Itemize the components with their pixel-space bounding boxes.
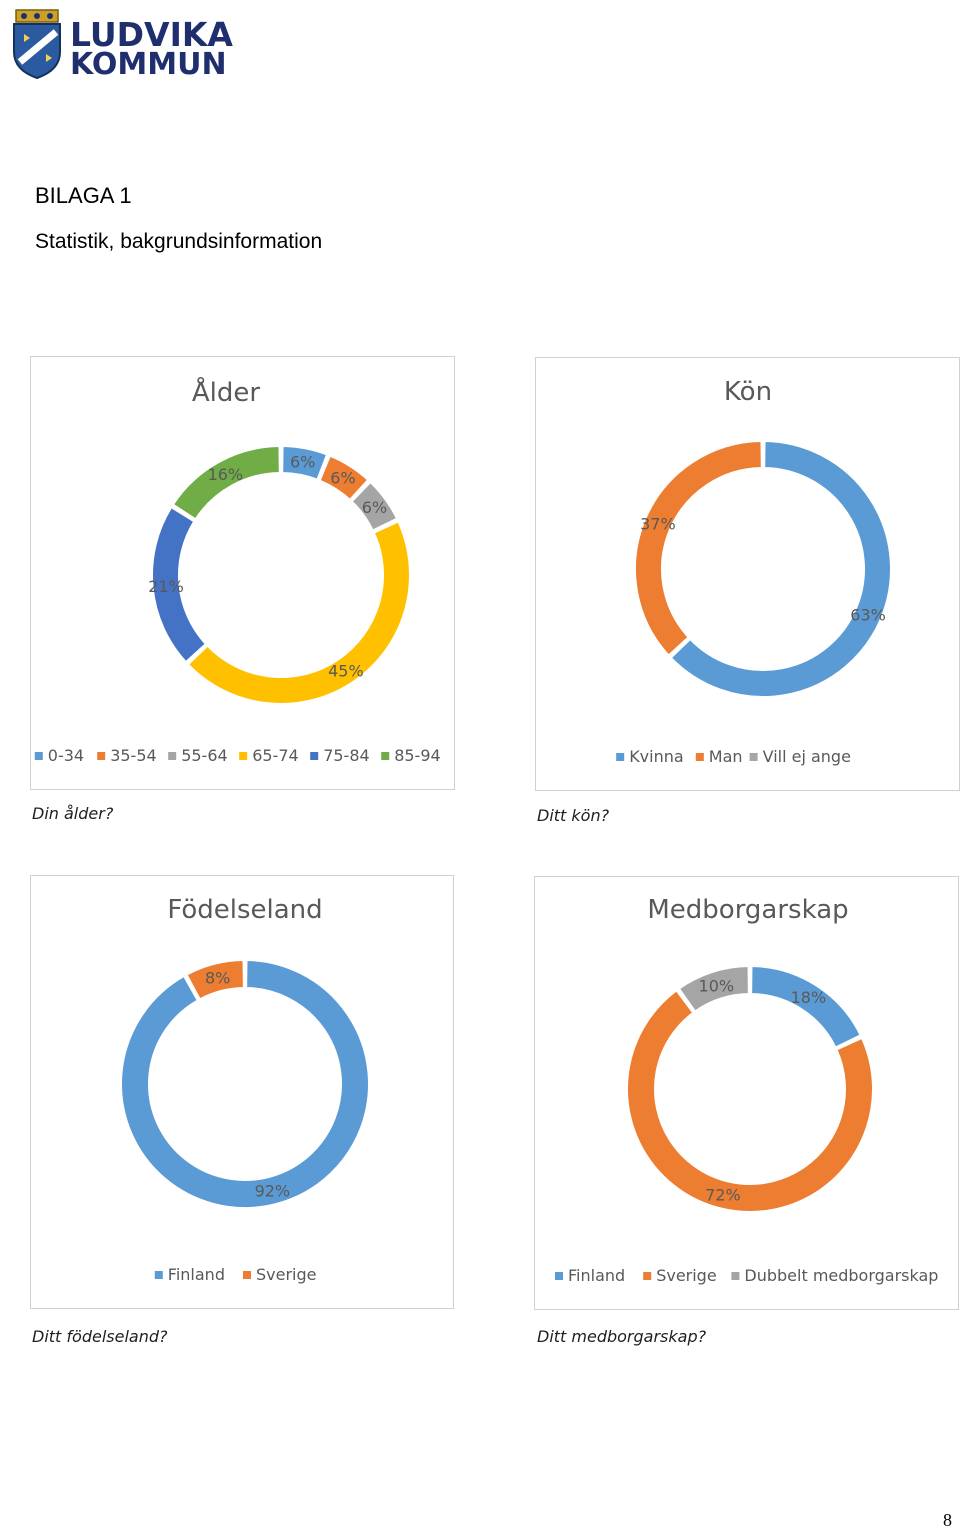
legend-swatch-dubbelt-medborgarskap bbox=[731, 1272, 740, 1280]
slice-75-84 bbox=[151, 505, 208, 664]
caption-fodelseland: Ditt födelseland? bbox=[32, 1327, 168, 1346]
chart-kon-svg: Kön 63% 37% Kvinna Man Vill ej ange bbox=[616, 377, 892, 766]
caption-alder: Din ålder? bbox=[32, 804, 114, 823]
slice-35-54 bbox=[318, 454, 370, 502]
chart-kon: Kön 63% 37% Kvinna Man Vill ej ange bbox=[535, 357, 960, 791]
data-label-35-54: 6% bbox=[330, 468, 355, 487]
legend-swatch-kvinna bbox=[616, 753, 625, 761]
data-label-85-94: 16% bbox=[208, 465, 244, 484]
legend-swatch-75-84 bbox=[310, 752, 319, 760]
slice-55-64 bbox=[350, 480, 399, 532]
data-label-man: 37% bbox=[640, 515, 676, 534]
legend-swatch-sverige bbox=[243, 1271, 251, 1279]
data-label-sverige: 8% bbox=[205, 968, 230, 987]
legend-label-75-84: 75-84 bbox=[323, 746, 370, 765]
data-label-65-74: 45% bbox=[328, 662, 364, 681]
slice-finland bbox=[120, 958, 370, 1209]
coat-of-arms-icon bbox=[13, 9, 61, 80]
page-subheading: Statistik, bakgrundsinformation bbox=[35, 230, 323, 253]
caption-kon: Ditt kön? bbox=[537, 806, 610, 825]
logo-text-line1: LUDVIKA bbox=[70, 15, 233, 54]
chart-medborgarskap: Medborgarskap 18% 72% 10% Finland Sverige Dubb… bbox=[534, 876, 959, 1310]
caption-medborgarskap: Ditt medborgarskap? bbox=[537, 1327, 707, 1346]
legend-label-vill-ej-ange: Vill ej ange bbox=[763, 747, 851, 766]
slice-85-94 bbox=[171, 444, 281, 521]
legend-swatch-finland bbox=[154, 1271, 163, 1279]
chart-legend: 0-34 35-54 55-64 65-74 75-84 85-94 bbox=[34, 746, 441, 765]
page-heading: BILAGA 1 bbox=[35, 183, 132, 208]
data-label-finland: 92% bbox=[255, 1182, 291, 1201]
chart-legend: Finland Sverige Dubbelt medborgarskap bbox=[555, 1266, 938, 1285]
legend-label-55-64: 55-64 bbox=[181, 746, 228, 765]
slice-65-74 bbox=[186, 520, 411, 705]
data-label-sverige: 72% bbox=[705, 1186, 741, 1205]
slice-sverige bbox=[185, 958, 245, 1001]
chart-medborgarskap-svg: Medborgarskap 18% 72% 10% Finland Sverige Dubb… bbox=[555, 895, 938, 1285]
municipality-logo: LUDVIKA KOMMUN bbox=[10, 8, 233, 80]
legend-label-dubbelt-medborgarskap: Dubbelt medborgarskap bbox=[744, 1266, 938, 1285]
legend-label-sverige: Sverige bbox=[256, 1265, 317, 1284]
legend-label-65-74: 65-74 bbox=[252, 746, 299, 765]
chart-legend: Finland Sverige bbox=[154, 1265, 317, 1284]
slice-kvinna bbox=[669, 439, 892, 698]
slice-sverige bbox=[626, 988, 874, 1213]
chart-title: Medborgarskap bbox=[647, 895, 848, 925]
data-label-55-64: 6% bbox=[362, 498, 387, 517]
legend-label-0-34: 0-34 bbox=[48, 746, 84, 765]
legend-swatch-85-94 bbox=[381, 752, 390, 760]
data-label-75-84: 21% bbox=[148, 577, 184, 596]
chart-alder: Ålder 6% 6% 6% 45% 21% 16% 0-34 35-54 55-64 65-74 7… bbox=[30, 356, 455, 790]
chart-fodelseland-svg: Födelseland 92% 8% Finland Sverige bbox=[120, 895, 370, 1284]
legend-swatch-man bbox=[695, 753, 704, 761]
legend-label-sverige: Sverige bbox=[656, 1266, 717, 1285]
chart-title: Födelseland bbox=[167, 895, 322, 925]
chart-fodelseland: Födelseland 92% 8% Finland Sverige bbox=[30, 875, 454, 1309]
data-label-dubbelt-medborgarskap: 10% bbox=[699, 976, 735, 995]
slice-finland bbox=[750, 964, 862, 1049]
chart-alder-svg: Ålder 6% 6% 6% 45% 21% 16% 0-34 35-54 55-64 65-74 7… bbox=[34, 376, 441, 765]
legend-label-man: Man bbox=[709, 747, 743, 766]
logo-text-line2: KOMMUN bbox=[70, 47, 227, 82]
page-number: 8 bbox=[943, 1510, 952, 1530]
chart-legend: Kvinna Man Vill ej ange bbox=[616, 747, 851, 766]
legend-label-kvinna: Kvinna bbox=[629, 747, 684, 766]
slice-0-34 bbox=[281, 444, 329, 482]
legend-label-finland: Finland bbox=[568, 1266, 625, 1285]
chart-title: Kön bbox=[724, 377, 772, 407]
legend-swatch-0-34 bbox=[34, 752, 43, 760]
legend-swatch-55-64 bbox=[168, 752, 177, 760]
data-label-finland: 18% bbox=[791, 988, 827, 1007]
legend-swatch-65-74 bbox=[239, 752, 248, 760]
legend-swatch-finland bbox=[555, 1272, 563, 1280]
chart-title: Ålder bbox=[192, 376, 261, 408]
legend-swatch-sverige bbox=[643, 1272, 652, 1280]
legend-swatch-35-54 bbox=[97, 752, 106, 760]
data-label-0-34: 6% bbox=[290, 453, 315, 472]
data-label-kvinna: 63% bbox=[850, 605, 886, 624]
slice-man bbox=[634, 439, 763, 657]
slice-dubbelt-medborgarskap bbox=[677, 964, 750, 1013]
legend-swatch-vill-ej-ange bbox=[749, 753, 758, 761]
legend-label-85-94: 85-94 bbox=[394, 746, 441, 765]
legend-label-finland: Finland bbox=[168, 1265, 225, 1284]
legend-label-35-54: 35-54 bbox=[110, 746, 157, 765]
